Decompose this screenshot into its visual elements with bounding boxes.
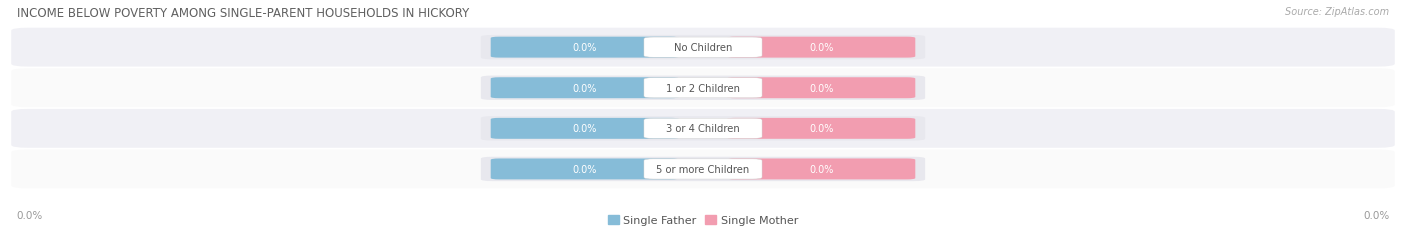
Text: 0.0%: 0.0% (572, 43, 598, 53)
Text: 3 or 4 Children: 3 or 4 Children (666, 124, 740, 134)
FancyBboxPatch shape (481, 36, 925, 60)
Text: INCOME BELOW POVERTY AMONG SINGLE-PARENT HOUSEHOLDS IN HICKORY: INCOME BELOW POVERTY AMONG SINGLE-PARENT… (17, 7, 470, 20)
Text: No Children: No Children (673, 43, 733, 53)
FancyBboxPatch shape (727, 37, 915, 58)
FancyBboxPatch shape (481, 157, 925, 181)
FancyBboxPatch shape (491, 159, 679, 180)
FancyBboxPatch shape (11, 29, 1395, 67)
Text: 0.0%: 0.0% (808, 164, 834, 174)
Text: 0.0%: 0.0% (572, 124, 598, 134)
FancyBboxPatch shape (644, 159, 762, 179)
FancyBboxPatch shape (11, 69, 1395, 108)
Text: 1 or 2 Children: 1 or 2 Children (666, 83, 740, 93)
FancyBboxPatch shape (481, 117, 925, 141)
FancyBboxPatch shape (11, 150, 1395, 188)
Legend: Single Father, Single Mother: Single Father, Single Mother (607, 215, 799, 225)
FancyBboxPatch shape (644, 78, 762, 98)
FancyBboxPatch shape (11, 109, 1395, 148)
Text: 0.0%: 0.0% (572, 164, 598, 174)
Text: 0.0%: 0.0% (808, 43, 834, 53)
FancyBboxPatch shape (644, 38, 762, 58)
FancyBboxPatch shape (727, 159, 915, 180)
Text: 0.0%: 0.0% (17, 210, 44, 220)
FancyBboxPatch shape (491, 37, 679, 58)
Text: 5 or more Children: 5 or more Children (657, 164, 749, 174)
Text: 0.0%: 0.0% (808, 124, 834, 134)
FancyBboxPatch shape (727, 78, 915, 99)
FancyBboxPatch shape (727, 118, 915, 139)
FancyBboxPatch shape (644, 119, 762, 139)
FancyBboxPatch shape (491, 78, 679, 99)
Text: Source: ZipAtlas.com: Source: ZipAtlas.com (1285, 7, 1389, 17)
FancyBboxPatch shape (491, 118, 679, 139)
FancyBboxPatch shape (481, 76, 925, 100)
Text: 0.0%: 0.0% (808, 83, 834, 93)
Text: 0.0%: 0.0% (1362, 210, 1389, 220)
Text: 0.0%: 0.0% (572, 83, 598, 93)
